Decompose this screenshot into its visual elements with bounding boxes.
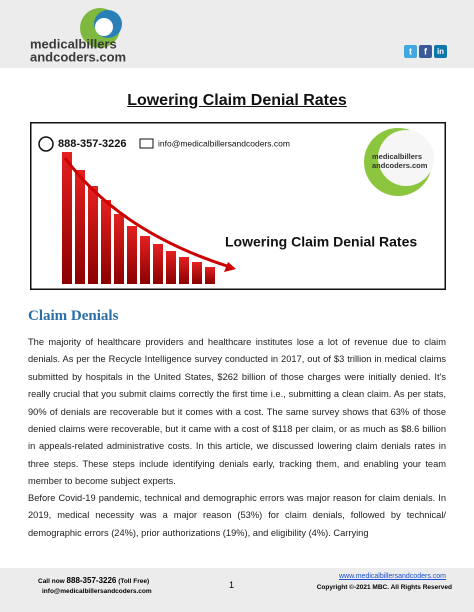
logo-text: andcoders.com (30, 49, 126, 64)
footer: Call now 888-357-3226 (Toll Free) info@m… (0, 568, 474, 612)
twitter-label[interactable]: t (409, 46, 412, 56)
page-number: 1 (229, 580, 235, 590)
trend-arrow (63, 157, 231, 269)
logo-text: medicalbillers (30, 36, 117, 51)
footer-website[interactable]: www.medicalbillersandcoders.com (339, 573, 446, 580)
banner-email: info@medicalbillersandcoders.com (158, 138, 290, 148)
toll-free: (Toll Free) (118, 578, 150, 585)
facebook-label[interactable]: f (424, 46, 428, 56)
paragraph: The majority of healthcare providers and… (28, 337, 446, 487)
banner-logo-text: andcoders.com (372, 161, 428, 170)
page-title: Lowering Claim Denial Rates (127, 92, 347, 109)
logo-circle (95, 18, 113, 36)
banner: 888-357-3226 info@medicalbillersandcoder… (30, 122, 446, 290)
section-heading: Claim Denials (28, 308, 119, 324)
decorative-bars (62, 152, 215, 284)
email-icon (139, 138, 154, 149)
twitter-icon[interactable] (404, 45, 417, 58)
banner-logo-circle (378, 130, 434, 186)
phone-icon (38, 136, 54, 152)
arrow-head (224, 262, 236, 272)
call-label: Call now (38, 578, 65, 585)
header-graphics: medicalbillers andcoders.com t f in (30, 8, 447, 64)
banner-logo-text: medicalbillers (372, 152, 422, 161)
banner-title: Lowering Claim Denial Rates (225, 234, 417, 250)
paragraph: Before Covid-19 pandemic, technical and … (28, 493, 446, 538)
banner-phone: 888-357-3226 (58, 138, 127, 150)
footer-copyright: Copyright ©-2021 MBC. All Rights Reserve… (316, 584, 452, 591)
linkedin-label[interactable]: in (437, 47, 444, 56)
footer-call: Call now 888-357-3226 (Toll Free) (38, 576, 149, 585)
header: medicalbillers andcoders.com t f in (0, 0, 474, 68)
footer-phone: 888-357-3226 (66, 576, 117, 585)
linkedin-icon[interactable] (434, 45, 447, 58)
facebook-icon[interactable] (419, 45, 432, 58)
footer-email: info@medicalbillersandcoders.com (42, 588, 152, 595)
